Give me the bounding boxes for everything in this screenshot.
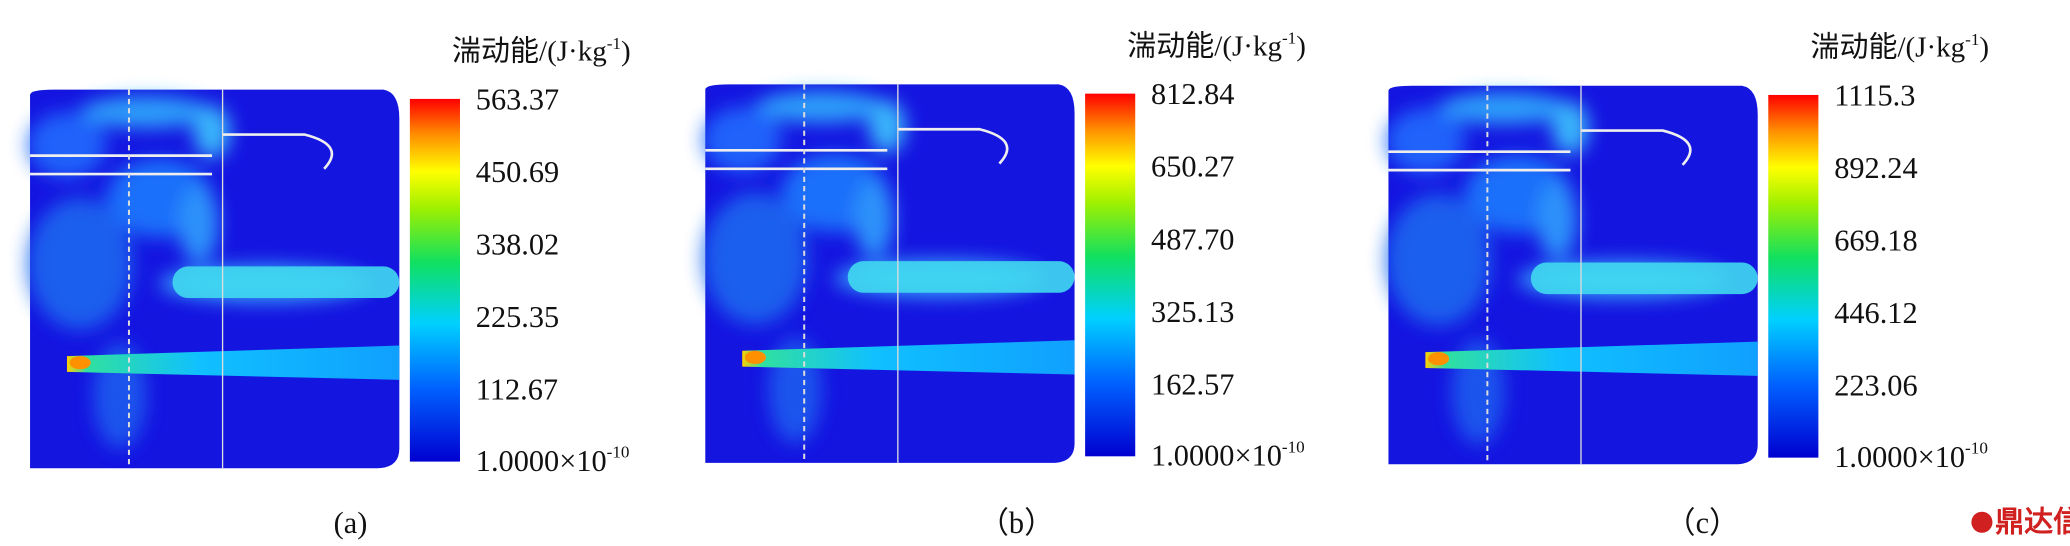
blob — [868, 100, 906, 153]
blob — [193, 105, 231, 159]
panel-caption: （c） — [1665, 506, 1739, 540]
colorbar-tick-label: 112.67 — [476, 373, 558, 407]
colorbar-tick-label: 1115.3 — [1834, 79, 1915, 113]
upper-jet — [1530, 262, 1758, 295]
colorbar-tick-label: 223.06 — [1834, 369, 1917, 403]
title-exponent: -1 — [1282, 29, 1296, 48]
colorbar-tick-label: 487.70 — [1151, 222, 1234, 256]
title-close: ) — [1296, 30, 1306, 62]
panel: 湍动能/(J·kg-1) 812.84 650.27 487.70 325.13 162.… — [702, 29, 1306, 473]
hot-spot — [744, 350, 766, 364]
upper-jet — [172, 266, 400, 299]
baffle — [1388, 129, 1692, 172]
title-exponent: -1 — [607, 34, 621, 53]
title-text: 湍动能/(J·kg — [452, 35, 607, 68]
colorbar-tick-label: 446.12 — [1834, 296, 1917, 330]
blob — [702, 106, 782, 173]
colorbar-tick-label: 669.18 — [1834, 224, 1917, 258]
colorbar-tick-label: 325.13 — [1151, 295, 1234, 329]
colorbar-min-label: 1.0000×10-10 — [476, 443, 630, 478]
lower-jet — [1425, 341, 1758, 376]
title-text: 湍动能/(J·kg — [1127, 29, 1282, 62]
blob — [702, 192, 809, 325]
min-mantissa: 1.0000×10 — [476, 444, 607, 478]
watermark-icon — [1971, 511, 1993, 533]
colorbar-title: 湍动能/(J·kg-1) — [452, 34, 631, 68]
title-exponent: -1 — [1965, 30, 1979, 49]
baffle — [705, 127, 1009, 171]
title-close: ) — [621, 36, 631, 68]
colorbar-min-label: 1.0000×10-10 — [1834, 439, 1988, 474]
blob — [1551, 101, 1589, 155]
lower-jet — [66, 345, 400, 380]
colorbar-tick-label: 162.57 — [1151, 367, 1234, 401]
min-exponent: -10 — [1965, 439, 1988, 458]
colorbar-tick-label: 892.24 — [1834, 151, 1917, 185]
hot-spot — [1428, 352, 1450, 366]
panel-caption: （b） — [979, 506, 1055, 540]
colorbar-tick-label: 338.02 — [476, 228, 559, 262]
blob — [1385, 193, 1492, 326]
baffle — [30, 133, 334, 176]
colorbar-min-label: 1.0000×10-10 — [1151, 437, 1305, 472]
min-exponent: -10 — [1282, 437, 1305, 456]
title-close: ) — [1979, 32, 1989, 64]
blob — [179, 184, 219, 264]
colorbar — [1085, 93, 1136, 457]
upper-jet — [847, 261, 1075, 293]
blob — [27, 112, 107, 179]
watermark: 鼎达信 — [1995, 505, 2070, 538]
colorbar-tick-label: 812.84 — [1151, 77, 1234, 111]
min-mantissa: 1.0000×10 — [1151, 439, 1282, 473]
colorbar-title: 湍动能/(J·kg-1) — [1127, 29, 1306, 63]
blob — [80, 96, 213, 128]
panel: 湍动能/(J·kg-1) 563.37 450.69 338.02 225.35 112.… — [27, 34, 631, 478]
colorbar-tick-label: 225.35 — [476, 300, 559, 334]
colorbar-tick-label: 650.27 — [1151, 150, 1234, 184]
blob — [755, 91, 888, 123]
panel: 湍动能/(J·kg-1) 1115.3 892.24 669.18 446.12 223.… — [1385, 30, 1989, 474]
min-mantissa: 1.0000×10 — [1834, 440, 1965, 474]
colorbar-tick-label: 450.69 — [476, 155, 559, 189]
panel-caption: (a) — [334, 506, 368, 540]
blob — [1537, 180, 1578, 260]
colorbar — [409, 98, 460, 462]
colorbar — [1768, 94, 1819, 458]
lower-jet — [742, 340, 1075, 375]
colorbar-tick-label: 563.37 — [476, 82, 559, 116]
blob — [1385, 108, 1465, 175]
title-text: 湍动能/(J·kg — [1810, 31, 1965, 64]
blob — [854, 179, 894, 259]
blob — [27, 197, 133, 330]
blob — [1438, 92, 1571, 124]
colorbar-title: 湍动能/(J·kg-1) — [1810, 30, 1989, 64]
hot-spot — [69, 356, 91, 370]
min-exponent: -10 — [607, 443, 630, 462]
